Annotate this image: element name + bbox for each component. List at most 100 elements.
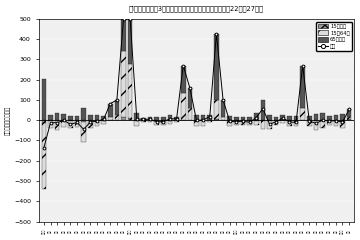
Bar (62, 114, 66, 120)
Bar (207, 120, 212, 122)
Bar (214, 34, 219, 100)
Bar (161, 117, 166, 120)
Bar (194, 121, 199, 126)
Bar (340, 114, 345, 120)
Bar (161, 121, 166, 125)
Bar (141, 120, 146, 122)
Bar (134, 120, 139, 121)
Bar (280, 120, 285, 123)
Bar (240, 121, 245, 125)
Bar (274, 121, 279, 125)
Bar (327, 116, 332, 120)
Bar (81, 122, 86, 142)
Bar (307, 121, 312, 126)
Bar (240, 120, 245, 121)
Bar (81, 120, 86, 122)
Bar (75, 120, 79, 121)
Bar (280, 115, 285, 120)
Bar (234, 117, 239, 120)
Bar (55, 120, 59, 121)
Title: 図Ⅰ－１　年齢（3区分）別人口増減数－都道府縣（平成22年〜27年）: 図Ⅰ－１ 年齢（3区分）別人口増減数－都道府縣（平成22年〜27年） (129, 6, 264, 12)
Bar (41, 120, 46, 123)
Bar (228, 120, 232, 121)
Bar (300, 108, 305, 120)
Bar (207, 115, 212, 120)
Bar (68, 121, 73, 128)
Bar (128, 0, 132, 64)
Bar (41, 123, 46, 189)
Bar (134, 113, 139, 120)
Bar (327, 121, 332, 125)
Bar (134, 121, 139, 126)
Bar (228, 116, 232, 120)
Bar (121, 0, 126, 50)
Legend: 15歳未満, 15～64歳, 65歳以上, 総数: 15歳未満, 15～64歳, 65歳以上, 総数 (316, 22, 352, 51)
Bar (294, 120, 298, 121)
Bar (194, 120, 199, 121)
Bar (48, 120, 53, 121)
Bar (340, 120, 345, 121)
Bar (320, 121, 325, 128)
Bar (188, 88, 192, 108)
Bar (261, 120, 265, 121)
Bar (121, 117, 126, 120)
Bar (41, 79, 46, 120)
Bar (168, 121, 172, 124)
Bar (247, 121, 252, 126)
Bar (128, 118, 132, 120)
Bar (114, 100, 119, 115)
Bar (267, 121, 272, 129)
Bar (247, 120, 252, 121)
Bar (274, 117, 279, 120)
Bar (154, 117, 159, 120)
Bar (168, 115, 172, 120)
Bar (247, 117, 252, 120)
Bar (154, 120, 159, 121)
Bar (81, 108, 86, 120)
Bar (154, 121, 159, 126)
Bar (148, 117, 152, 120)
Bar (194, 115, 199, 120)
Bar (274, 120, 279, 121)
Bar (240, 117, 245, 120)
Bar (68, 120, 73, 121)
Bar (320, 113, 325, 120)
Bar (234, 121, 239, 125)
Bar (48, 121, 53, 128)
Bar (174, 120, 179, 122)
Bar (68, 116, 73, 120)
Bar (287, 121, 292, 126)
Bar (101, 116, 106, 120)
Bar (55, 113, 59, 120)
Bar (88, 121, 93, 128)
Bar (267, 120, 272, 121)
Bar (88, 114, 93, 120)
Bar (261, 121, 265, 129)
Bar (141, 118, 146, 120)
Bar (55, 121, 59, 130)
Bar (101, 121, 106, 124)
Bar (148, 120, 152, 122)
Bar (334, 115, 338, 120)
Bar (307, 120, 312, 121)
Bar (334, 120, 338, 121)
Bar (228, 121, 232, 126)
Bar (234, 120, 239, 121)
Bar (294, 116, 298, 120)
Bar (320, 120, 325, 121)
Bar (300, 66, 305, 108)
Bar (314, 121, 318, 130)
Bar (254, 113, 258, 120)
Bar (347, 117, 351, 120)
Bar (95, 115, 99, 120)
Bar (88, 120, 93, 121)
Bar (108, 104, 113, 117)
Y-axis label: 人口増減数（千人）: 人口増減数（千人） (5, 106, 11, 135)
Bar (161, 120, 166, 121)
Bar (101, 120, 106, 121)
Bar (108, 117, 113, 120)
Bar (307, 116, 312, 120)
Bar (267, 115, 272, 120)
Bar (347, 109, 351, 117)
Bar (261, 100, 265, 120)
